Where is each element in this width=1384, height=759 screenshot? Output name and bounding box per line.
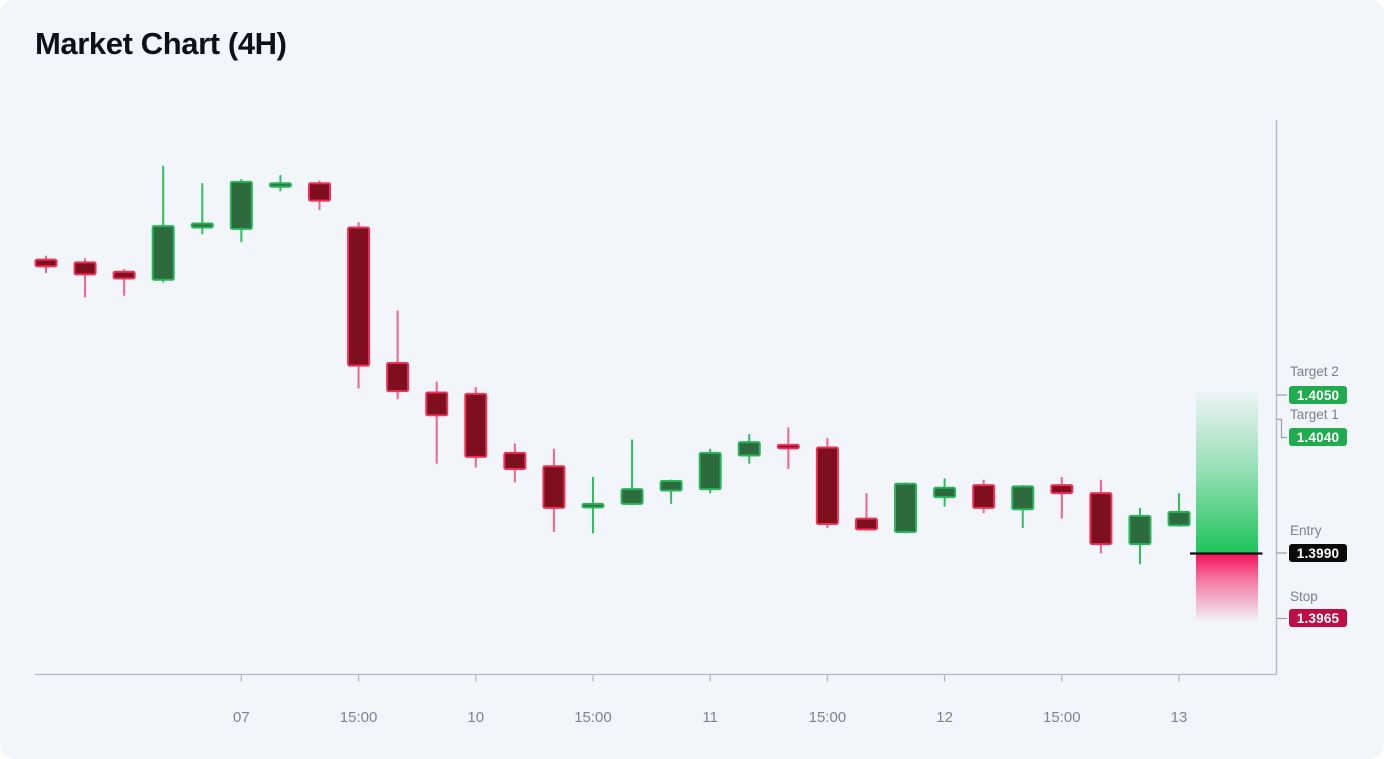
entry-label: Entry	[1290, 523, 1322, 538]
candle-body	[737, 441, 761, 457]
target2-label: Target 2	[1290, 364, 1339, 379]
candle-body	[347, 226, 371, 367]
target1-price-badge: 1.4040	[1289, 428, 1347, 446]
x-tick-label: 15:00	[574, 709, 612, 726]
x-tick-label: 12	[936, 709, 953, 726]
x-tick-label: 15:00	[809, 709, 847, 726]
candle-body	[894, 482, 918, 534]
x-tick-label: 07	[233, 709, 250, 726]
candle-body	[542, 465, 566, 509]
risk-zone	[1196, 553, 1258, 621]
entry-price-badge: 1.3990	[1289, 544, 1347, 562]
target1-tick	[1276, 418, 1287, 439]
candle-body	[815, 446, 839, 525]
candle-body	[1050, 484, 1074, 495]
target1-label: Target 1	[1290, 407, 1339, 422]
candle-body	[854, 517, 878, 531]
x-tick-label: 11	[702, 709, 718, 726]
candle-body	[1011, 485, 1035, 511]
stop-price-badge: 1.3965	[1289, 609, 1347, 627]
candle-body	[503, 451, 527, 470]
candle-body	[776, 443, 800, 450]
stop-label: Stop	[1290, 589, 1318, 604]
candle-body	[190, 222, 214, 229]
target2-price-badge: 1.4050	[1289, 386, 1347, 404]
candle-body	[112, 270, 136, 280]
page-title: Market Chart (4H)	[35, 26, 287, 61]
candle-body	[386, 361, 410, 393]
candle-body	[698, 451, 722, 491]
candle-body	[34, 258, 58, 268]
candle-body	[972, 484, 996, 509]
x-tick-label: 13	[1171, 709, 1188, 726]
candle-body	[425, 391, 449, 417]
candle-body	[1128, 514, 1152, 546]
candle-body	[1089, 492, 1113, 546]
reward-zone	[1196, 392, 1258, 554]
x-tick-label: 15:00	[340, 709, 378, 726]
candle-body	[307, 182, 331, 202]
candle-body	[933, 486, 957, 499]
x-tick-label: 10	[467, 709, 484, 726]
candle-body	[229, 180, 253, 230]
candle-body	[581, 502, 605, 509]
candle-body	[151, 225, 175, 281]
candle-body	[1167, 510, 1191, 527]
candle-body	[268, 182, 292, 188]
x-tick-label: 15:00	[1043, 709, 1081, 726]
candle-body	[659, 480, 683, 492]
candle-body	[620, 488, 644, 505]
candle-body	[73, 261, 97, 276]
candle-body	[464, 392, 488, 458]
